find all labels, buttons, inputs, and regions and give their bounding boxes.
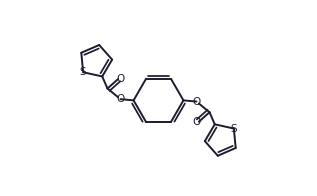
Text: O: O <box>116 94 125 104</box>
Text: S: S <box>230 123 237 133</box>
Text: O: O <box>193 117 201 127</box>
Text: S: S <box>80 67 87 77</box>
Text: O: O <box>192 97 201 107</box>
Text: O: O <box>116 74 124 84</box>
